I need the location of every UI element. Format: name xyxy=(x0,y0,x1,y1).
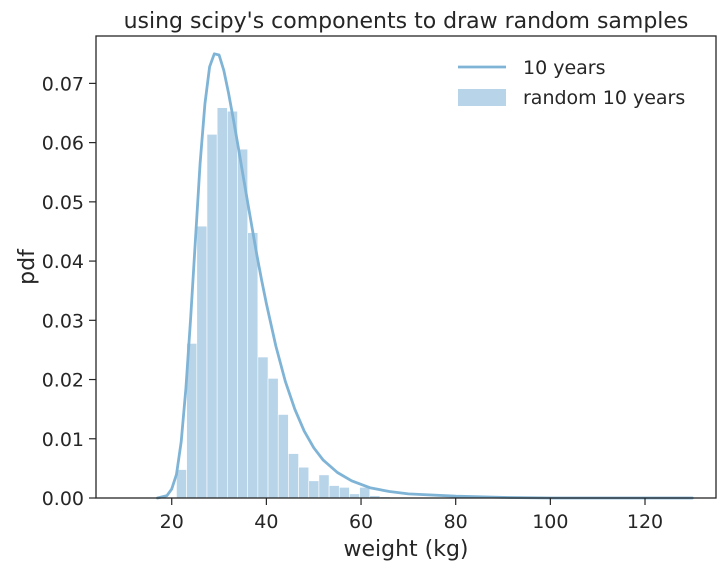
axes-frame xyxy=(95,35,717,499)
legend-label-line: 10 years xyxy=(523,57,606,79)
histogram-bar xyxy=(328,485,340,499)
pdf-line xyxy=(156,52,694,500)
y-axis-ticks: 0.00 0.01 0.02 0.03 0.04 0.05 0.06 0.07 xyxy=(42,73,96,510)
histogram-bar xyxy=(338,487,350,499)
x-tick-label: 20 xyxy=(160,511,184,533)
histogram-bar xyxy=(277,414,289,499)
x-axis-ticks: 20 40 60 80 100 120 xyxy=(160,498,663,533)
legend: 10 years random 10 years xyxy=(458,57,685,109)
histogram-bar xyxy=(318,474,330,499)
y-tick-label: 0.03 xyxy=(42,310,84,332)
histogram-bar xyxy=(196,225,208,499)
y-tick-label: 0.04 xyxy=(42,251,84,273)
y-tick-label: 0.00 xyxy=(42,488,84,510)
x-tick-label: 100 xyxy=(532,511,568,533)
y-tick-label: 0.01 xyxy=(42,429,84,451)
x-tick-label: 80 xyxy=(444,511,468,533)
histogram-bar xyxy=(359,487,371,499)
chart-title: using scipy's components to draw random … xyxy=(124,9,689,34)
x-tick-label: 40 xyxy=(254,511,278,533)
x-axis-label: weight (kg) xyxy=(343,537,468,562)
histogram-bar xyxy=(206,134,218,499)
y-tick-label: 0.06 xyxy=(42,133,84,155)
x-tick-label: 60 xyxy=(349,511,373,533)
x-tick-label: 120 xyxy=(627,511,663,533)
histogram-bar xyxy=(247,232,259,499)
histogram-bar xyxy=(227,110,238,499)
histogram-bar xyxy=(267,378,279,499)
y-tick-label: 0.05 xyxy=(42,192,84,214)
histogram-bar xyxy=(288,453,299,499)
histogram-bar xyxy=(298,466,310,499)
y-axis-label: pdf xyxy=(15,248,40,285)
histogram-bar xyxy=(216,107,228,499)
histogram-bar xyxy=(308,480,320,499)
y-tick-label: 0.02 xyxy=(42,370,84,392)
legend-histogram-swatch xyxy=(458,89,506,106)
histogram-bar xyxy=(176,469,187,499)
histogram-bars xyxy=(176,107,391,499)
legend-label-histogram: random 10 years xyxy=(523,87,685,109)
histogram-bar xyxy=(257,356,269,499)
y-tick-label: 0.07 xyxy=(42,73,84,95)
